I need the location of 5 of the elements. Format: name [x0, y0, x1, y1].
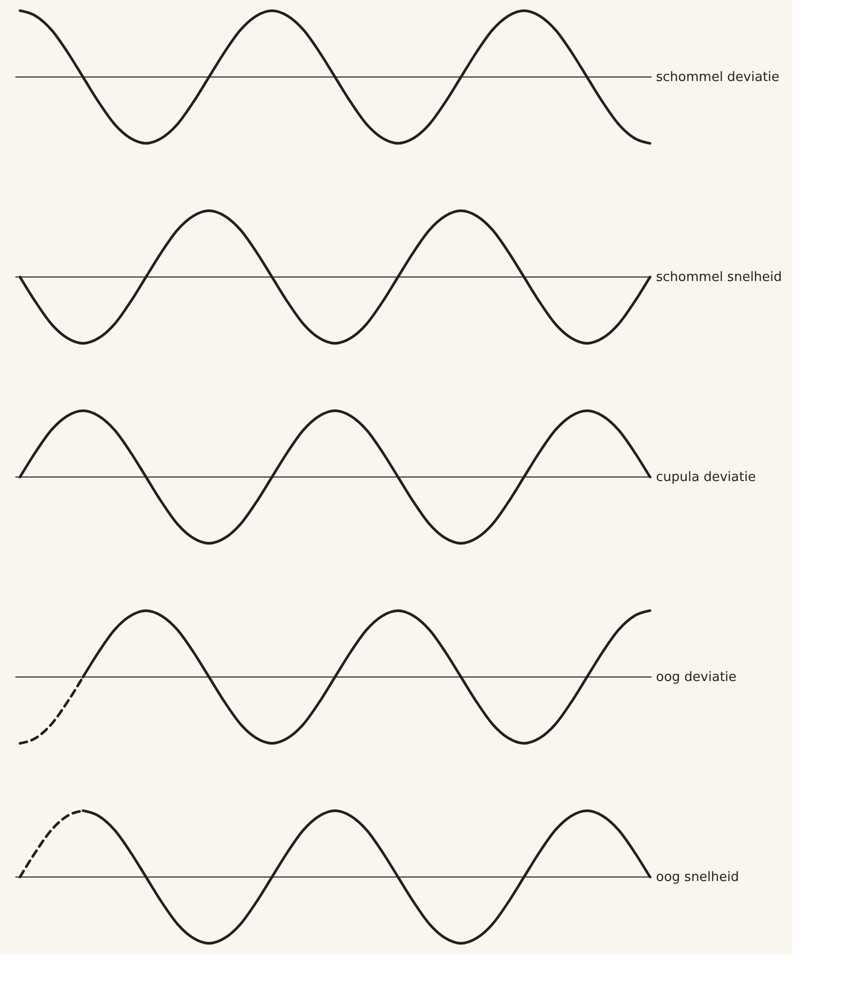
- text: oog deviatie: [656, 670, 737, 685]
- series-label: cupula deviatie: [656, 470, 756, 485]
- text: schommel deviatie: [656, 70, 780, 85]
- series-label: schommel snelheid: [656, 270, 782, 285]
- series-label: oog snelheid: [656, 870, 740, 885]
